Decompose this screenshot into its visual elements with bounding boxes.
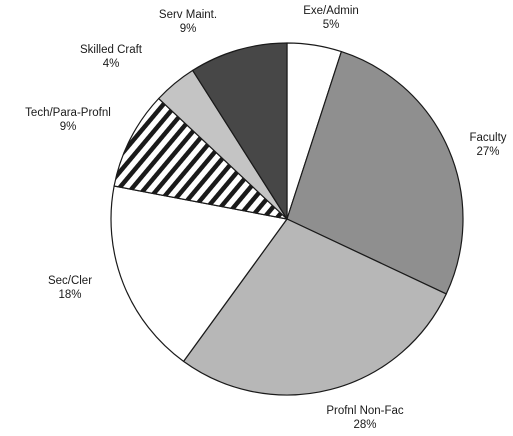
slice-percent-label: 27% [476,146,499,158]
slice-percent-label: 9% [180,23,197,35]
pie-slices [111,43,463,395]
slice-percent-label: 5% [323,19,340,31]
slice-percent-label: 28% [353,419,376,431]
slice-label: Sec/Cler [48,275,92,287]
slice-label: Skilled Craft [80,44,143,56]
slice-label: Exe/Admin [303,5,359,17]
slice-label: Faculty [469,132,506,144]
slice-percent-label: 4% [103,58,120,70]
slice-label: Tech/Para-Profnl [25,107,111,119]
slice-percent-label: 9% [60,121,77,133]
slice-label: Serv Maint. [159,9,217,21]
slice-label: Profnl Non-Fac [326,405,404,417]
slice-percent-label: 18% [58,289,81,301]
